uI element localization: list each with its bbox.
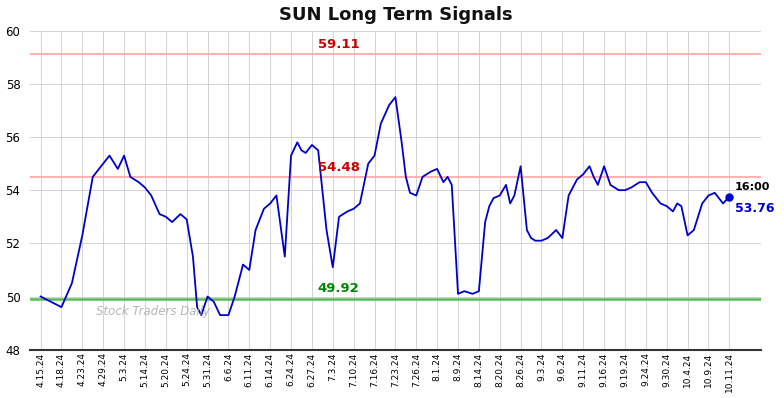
- Text: 59.11: 59.11: [318, 38, 359, 51]
- Text: Stock Traders Daily: Stock Traders Daily: [96, 305, 210, 318]
- Text: 49.92: 49.92: [318, 283, 360, 295]
- Text: 54.48: 54.48: [318, 161, 360, 174]
- Title: SUN Long Term Signals: SUN Long Term Signals: [278, 6, 512, 23]
- Text: 16:00: 16:00: [735, 182, 770, 192]
- Text: 53.76: 53.76: [735, 202, 774, 215]
